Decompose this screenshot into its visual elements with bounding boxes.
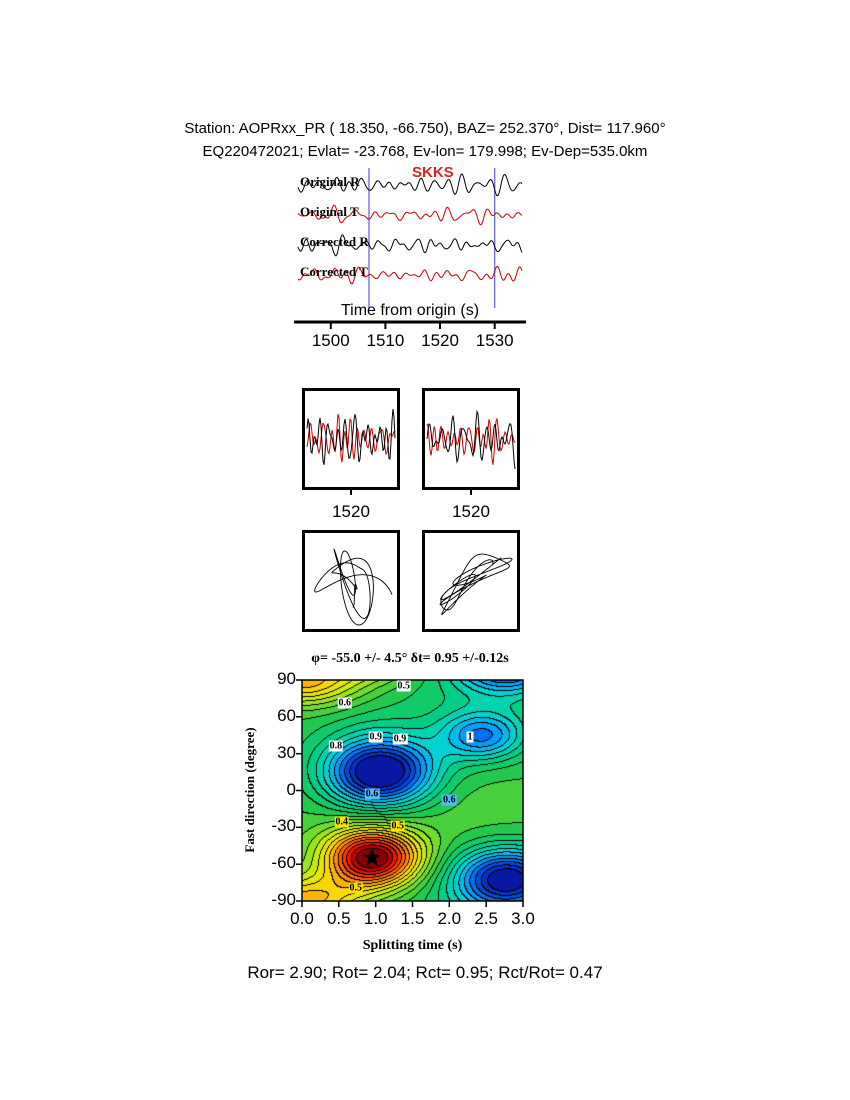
waveform-trace-1: [297, 204, 523, 226]
particle-motion-left: [302, 530, 400, 632]
splitting-time-tick-label: 1.5: [400, 909, 425, 928]
fast-direction-tick-label: 30: [277, 742, 296, 762]
box-frame: [422, 388, 520, 490]
trace-label-original-t: Original T: [300, 204, 359, 219]
splitting-time-tick-label: 2.5: [474, 909, 499, 928]
splitting-time-tick-label: 0.0: [290, 909, 314, 928]
best-fit-star: [362, 848, 382, 867]
windowed-trace-black: [426, 409, 516, 470]
splitting-time-tick-label: 0.5: [326, 909, 351, 928]
fast-direction-tick-label: 60: [277, 705, 296, 725]
contour-annotation: 0.4: [334, 816, 350, 828]
waveform-trace-2: [297, 234, 523, 257]
misfit-canvas: [302, 680, 523, 901]
windowed-trace-black: [306, 409, 396, 465]
contour-annotation: 0.5: [396, 680, 411, 692]
splitting-time-tick-label: 1.0: [363, 909, 388, 928]
fast-direction-tick-label: -90: [271, 890, 296, 909]
fast-direction-tick-label: -30: [271, 816, 296, 836]
time-axis-title: Time from origin (s): [340, 302, 480, 319]
contour-title: φ= -55.0 +/- 4.5° δt= 0.95 +/-0.12s: [311, 651, 509, 666]
contour-annotation: 0.6: [337, 697, 352, 709]
seismogram-svg: [294, 168, 526, 329]
windowed-tick-label: 1520: [332, 502, 370, 521]
windowed-right: [422, 388, 520, 502]
particle-motion-right: [422, 530, 520, 632]
windowed-trace-red: [426, 418, 516, 465]
fast-direction-tick-label: 0: [286, 779, 296, 799]
contour-annotation: 0.8: [328, 740, 344, 752]
particle-motion-curve: [439, 553, 513, 616]
contour-annotation: 0.5: [390, 820, 406, 832]
contour-frame: [301, 679, 524, 902]
contour-xlabel: Splitting time (s): [362, 938, 463, 953]
time-axis-tick-label: 1520: [421, 331, 459, 350]
seismogram-plot: [280, 160, 540, 360]
time-axis-tick-label: 1510: [366, 331, 405, 350]
splitting-time-tick-label: 2.0: [437, 909, 462, 928]
trace-label-corrected-t: Corrected T: [300, 264, 368, 279]
contour-frame-overlay: [290, 668, 540, 920]
phase-label: SKKS: [412, 164, 454, 181]
trace-label-corrected-r: Corrected R: [300, 234, 369, 249]
box-frame: [422, 530, 520, 632]
event-info-line: EQ220472021; Evlat= -23.768, Ev-lon= 179…: [202, 143, 648, 160]
windowed-left: [302, 388, 400, 502]
contour-annotation: 0.5: [348, 882, 364, 893]
contour-annotation: 0.9: [392, 733, 408, 745]
waveform-trace-3: [297, 265, 523, 285]
splitting-time-tick-label: 3.0: [511, 909, 535, 928]
time-axis-tick-label: 1530: [475, 331, 514, 350]
misfit-contour-map: [302, 680, 523, 901]
time-axis-tick-label: 1500: [311, 331, 350, 350]
fast-direction-tick-label: -60: [271, 853, 296, 873]
contour-annotation: 1: [466, 731, 474, 742]
contour-annotation: 0.6: [442, 794, 457, 806]
windowed-tick-label: 1520: [452, 502, 490, 521]
station-info-line: Station: AOPRxx_PR ( 18.350, -66.750), B…: [184, 120, 666, 137]
quality-stats: Ror= 2.90; Rot= 2.04; Rct= 0.95; Rct/Rot…: [247, 963, 603, 982]
box-frame: [302, 530, 400, 632]
fast-direction-tick-label: 90: [277, 669, 296, 688]
contour-annotation: 0.6: [364, 788, 380, 800]
trace-label-original-r: Original R: [300, 174, 360, 189]
waveform-trace-0: [297, 173, 523, 197]
contour-annotation: 0.9: [368, 731, 383, 742]
particle-motion-curve: [314, 548, 393, 626]
